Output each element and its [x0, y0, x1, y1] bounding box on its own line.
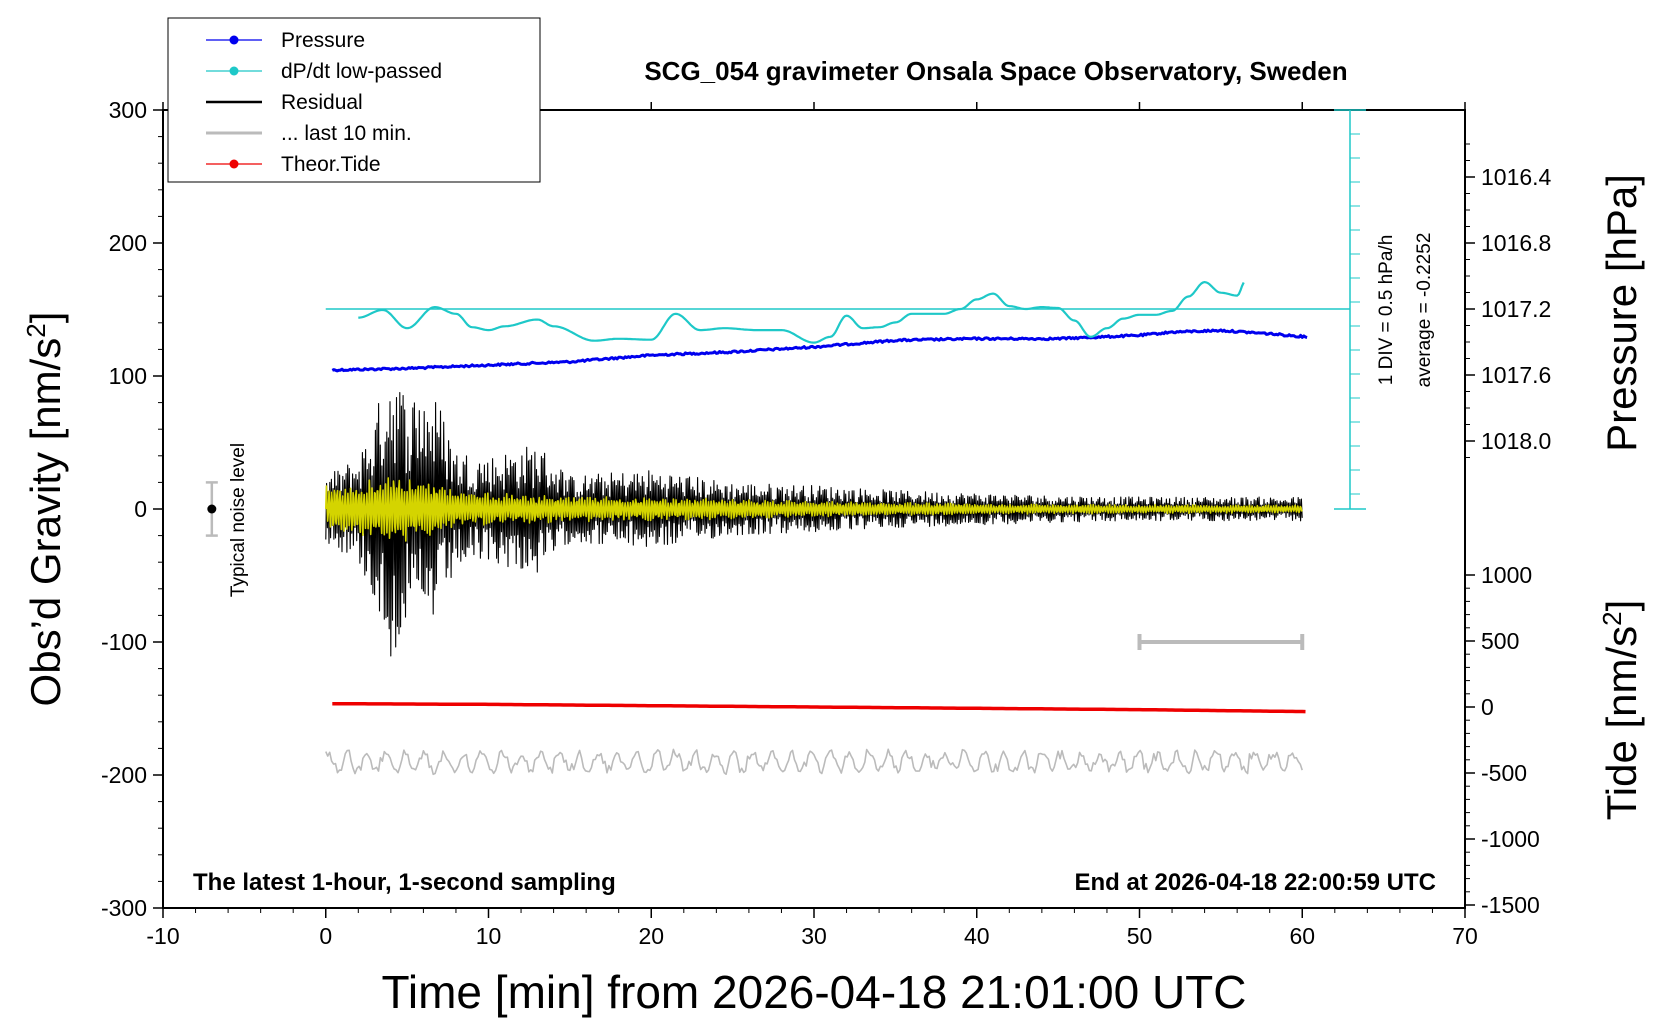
y-axis-label: Obs’d Gravity [nm/s2]: [21, 312, 69, 707]
y-tick-label: 300: [109, 97, 147, 123]
pressure-tick-label: 1018.0: [1481, 428, 1551, 454]
noise-level-label: Typical noise level: [228, 443, 249, 597]
series-theor-tide: [332, 701, 1306, 714]
tide-axis-label: Tide [nm/s2]: [1597, 600, 1645, 821]
dpdt-scale-axis: [325, 109, 1366, 510]
x-tick-label: 10: [476, 923, 502, 949]
tide-tick-label: 1000: [1481, 562, 1532, 588]
series-last-10-min: [325, 748, 1303, 776]
tide-axis-ticks: -1500 -1000 -500 0 500 1000: [1465, 562, 1540, 918]
y-tick-label: 0: [134, 496, 147, 522]
annotation-right: End at 2026-04-18 22:00:59 UTC: [1075, 869, 1437, 896]
legend-dot: [229, 35, 239, 45]
annotation-left: The latest 1-hour, 1-second sampling: [193, 869, 616, 896]
tide-tick-label: 0: [1481, 694, 1494, 720]
pressure-axis-ticks: 1016.4 1016.8 1017.2 1017.6 1018.0: [1465, 143, 1552, 458]
pressure-tick-label: 1017.6: [1481, 362, 1551, 388]
legend-label: Residual: [281, 91, 363, 114]
legend-label: dP/dt low-passed: [281, 60, 442, 83]
tide-tick-label: -500: [1481, 760, 1527, 786]
dpdt-scale-label: 1 DIV = 0.5 hPa/h: [1376, 235, 1397, 386]
series-dpdt: [358, 281, 1245, 344]
series-residual-lowpass: [325, 477, 1303, 542]
y-tick-label: 100: [109, 363, 147, 389]
dpdt-average-label: average = -0.2252: [1414, 233, 1435, 388]
series-pressure: [331, 328, 1308, 373]
y-tick-label: -100: [101, 629, 147, 655]
tide-tick-label: 500: [1481, 628, 1519, 654]
x-tick-label: 20: [638, 923, 664, 949]
ten-minute-bar: [1137, 634, 1305, 650]
pressure-tick-label: 1016.4: [1481, 164, 1552, 190]
x-tick-label: 60: [1289, 923, 1315, 949]
legend-box: [167, 17, 541, 183]
y-tick-label: -300: [101, 895, 147, 921]
y-tick-label: -200: [101, 762, 147, 788]
legend-label: Pressure: [281, 29, 365, 52]
x-tick-label: 30: [801, 923, 827, 949]
x-tick-label: 0: [319, 923, 332, 949]
chart-title: SCG_054 gravimeter Onsala Space Observat…: [644, 56, 1347, 86]
noise-level-marker: [205, 481, 218, 537]
pressure-tick-label: 1016.8: [1481, 230, 1551, 256]
series-layer: [325, 281, 1308, 776]
x-tick-label: 40: [964, 923, 990, 949]
x-axis-ticks: -10 0 10 20 30 40 50 60 70: [146, 102, 1478, 949]
x-tick-label: 70: [1452, 923, 1478, 949]
legend: Pressure dP/dt low-passed Residual ... last…: [206, 29, 442, 176]
noise-bar-dot: [207, 504, 217, 514]
pressure-tick-label: 1017.2: [1481, 296, 1551, 322]
tide-tick-label: -1500: [1481, 892, 1540, 918]
x-tick-label: -10: [146, 923, 179, 949]
series-residual: [325, 392, 1303, 657]
pressure-axis-label: Pressure [hPa]: [1598, 174, 1645, 452]
y-axis-ticks: -300 -200 -100 0 100 200 300: [101, 97, 163, 921]
legend-label: Theor.Tide: [281, 153, 381, 176]
x-axis-label: Time [min] from 2026-04-18 21:01:00 UTC: [382, 966, 1247, 1018]
legend-dot: [229, 66, 239, 76]
y-tick-label: 200: [109, 230, 147, 256]
x-tick-label: 50: [1127, 923, 1153, 949]
tide-tick-label: -1000: [1481, 826, 1540, 852]
legend-dot: [229, 159, 239, 169]
legend-label: ... last 10 min.: [281, 122, 412, 145]
